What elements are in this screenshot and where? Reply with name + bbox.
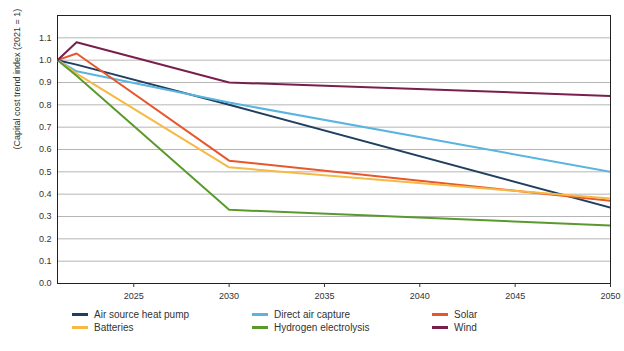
svg-text:0.6: 0.6 bbox=[39, 144, 52, 154]
svg-text:0.5: 0.5 bbox=[39, 167, 52, 177]
svg-text:0.9: 0.9 bbox=[39, 77, 52, 87]
svg-text:0.7: 0.7 bbox=[39, 122, 52, 132]
svg-text:2040: 2040 bbox=[410, 291, 430, 301]
svg-text:0.1: 0.1 bbox=[39, 256, 52, 266]
svg-text:2030: 2030 bbox=[219, 291, 239, 301]
svg-text:0.3: 0.3 bbox=[39, 211, 52, 221]
svg-text:2035: 2035 bbox=[314, 291, 334, 301]
html-text:Hydrogen electrolysis: Hydrogen electrolysis bbox=[274, 322, 370, 333]
svg-text:0.2: 0.2 bbox=[39, 234, 52, 244]
html-text:Solar: Solar bbox=[454, 309, 478, 320]
svg-text:1.0: 1.0 bbox=[39, 55, 52, 65]
svg-text:2050: 2050 bbox=[600, 291, 620, 301]
html-text:Air source heat pump: Air source heat pump bbox=[94, 309, 190, 320]
svg-text:2025: 2025 bbox=[124, 291, 144, 301]
svg-text:(Capital cost trend index (202: (Capital cost trend index (2021 = 1) bbox=[12, 9, 22, 150]
svg-text:0.4: 0.4 bbox=[39, 189, 52, 199]
svg-text:0.0: 0.0 bbox=[39, 278, 52, 288]
html-text:Direct air capture: Direct air capture bbox=[274, 309, 351, 320]
svg-text:2045: 2045 bbox=[505, 291, 525, 301]
svg-text:0.8: 0.8 bbox=[39, 100, 52, 110]
svg-text:1.1: 1.1 bbox=[39, 33, 52, 43]
html-text:Wind: Wind bbox=[454, 322, 477, 333]
html-text:Batteries: Batteries bbox=[94, 322, 134, 333]
